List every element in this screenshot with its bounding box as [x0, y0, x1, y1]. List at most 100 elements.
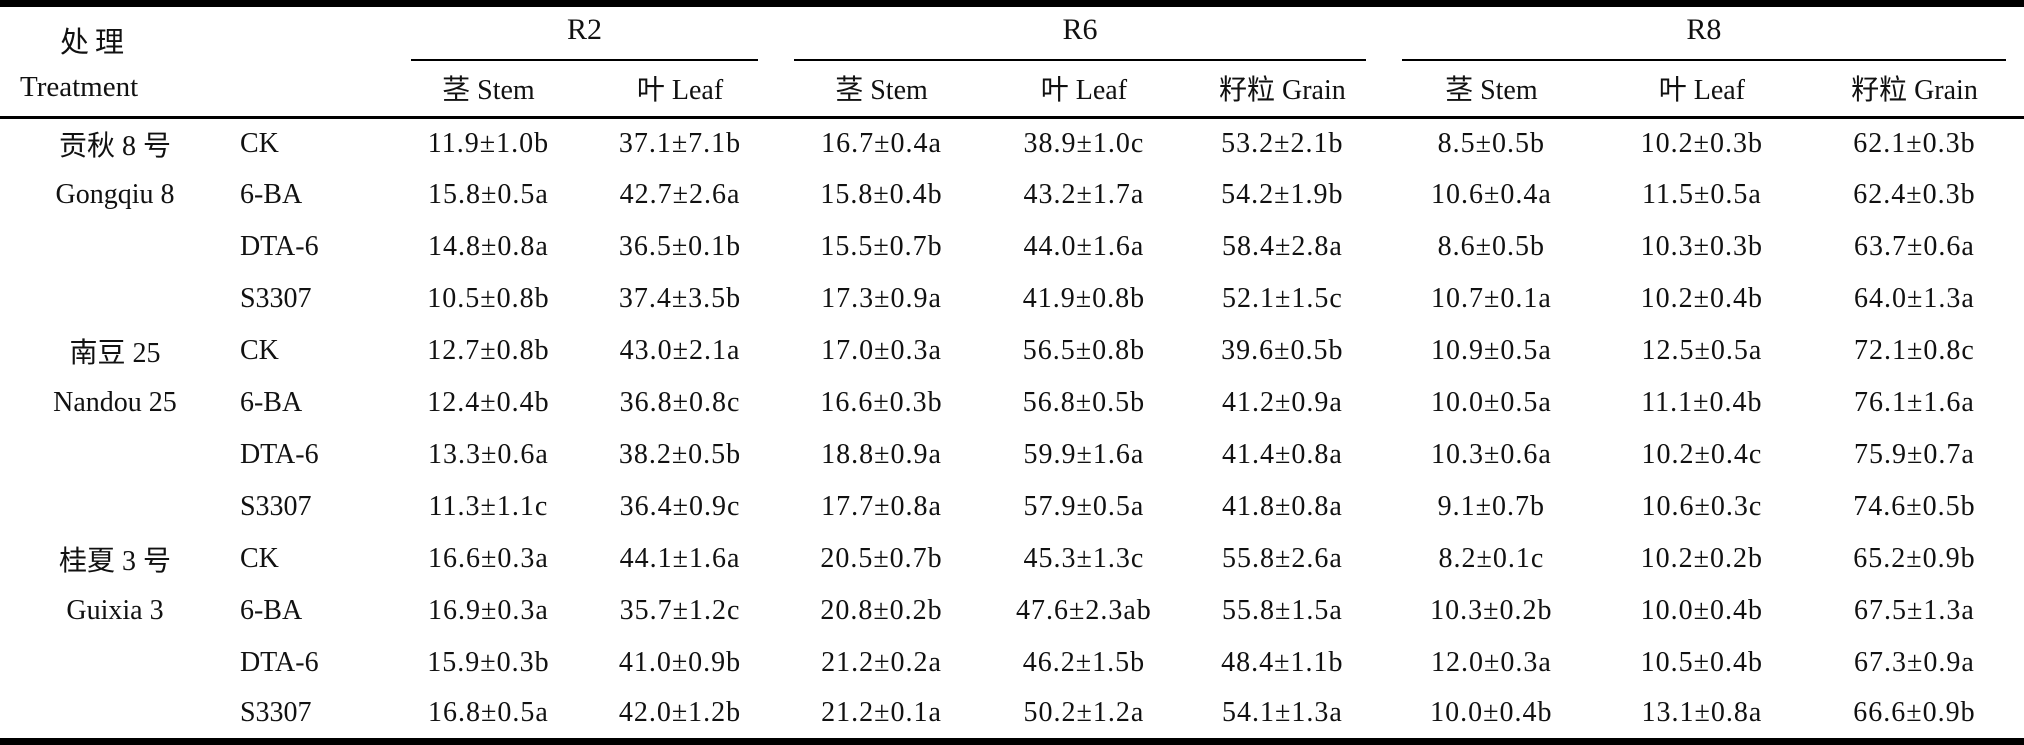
group-header-r8: R8 — [1384, 4, 2024, 61]
table-row: S3307 16.8±0.5a 42.0±1.2b 21.2±0.1a 50.2… — [0, 689, 2024, 741]
table-cell: 74.6±0.5b — [1853, 491, 1976, 522]
table-cell: 21.2±0.2a — [821, 647, 942, 678]
variety-label: Guixia 3 — [66, 595, 164, 626]
table-cell: 12.5±0.5a — [1641, 335, 1763, 366]
table-row: 南豆 25 CK 12.7±0.8b 43.0±2.1a 17.0±0.3a 5… — [0, 325, 2024, 377]
table-cell: 41.8±0.8a — [1221, 491, 1343, 522]
table-cell: 15.9±0.3b — [427, 647, 550, 678]
treatment-label: CK — [239, 335, 279, 366]
table-cell: 63.7±0.6a — [1854, 231, 1975, 262]
table-cell: 47.6±2.3ab — [1016, 595, 1152, 626]
treatment-header-zh: 处理 — [60, 26, 131, 59]
table-cell: 21.2±0.1a — [821, 697, 942, 729]
variety-label — [0, 429, 230, 481]
table-cell: 10.2±0.4c — [1641, 439, 1763, 470]
table-cell: 16.8±0.5a — [428, 697, 549, 729]
table-cell: 38.9±1.0c — [1023, 127, 1145, 159]
col-header-r8-grain: 籽粒 Grain — [1804, 61, 2024, 119]
table-cell: 10.2±0.3b — [1640, 127, 1764, 159]
table-cell: 16.6±0.3b — [820, 387, 943, 418]
col-header-r2-stem: 茎 Stem — [392, 61, 584, 119]
group-header-r2: R2 — [393, 4, 776, 61]
table-cell: 10.3±0.2b — [1430, 595, 1553, 626]
table-cell: 13.3±0.6a — [428, 439, 549, 470]
table-row: S3307 10.5±0.8b 37.4±3.5b 17.3±0.9a 41.9… — [0, 273, 2024, 325]
table-row: 桂夏 3 号 CK 16.6±0.3a 44.1±1.6a 20.5±0.7b … — [0, 533, 2024, 585]
table-cell: 18.8±0.9a — [821, 439, 942, 470]
table-cell: 37.1±7.1b — [618, 127, 742, 159]
table-cell: 43.2±1.7a — [1023, 179, 1145, 210]
table-cell: 10.3±0.3b — [1640, 231, 1764, 262]
table-cell: 38.2±0.5b — [618, 439, 742, 470]
table-cell: 17.0±0.3a — [821, 335, 942, 366]
table-cell: 57.9±0.5a — [1023, 491, 1145, 522]
table-cell: 8.6±0.5b — [1437, 231, 1546, 262]
table-cell: 44.1±1.6a — [619, 543, 741, 574]
table-cell: 45.3±1.3c — [1023, 543, 1145, 574]
variety-label: 贡秋 8 号 — [58, 130, 171, 162]
variety-label: 桂夏 3 号 — [58, 546, 171, 577]
treatment-label: 6-BA — [239, 595, 303, 626]
table-cell: 39.6±0.5b — [1221, 335, 1344, 366]
table-cell: 16.7±0.4a — [821, 127, 942, 159]
table-cell: 10.7±0.1a — [1430, 283, 1552, 314]
table-cell: 17.7±0.8a — [821, 491, 942, 522]
table-cell: 65.2±0.9b — [1853, 543, 1976, 574]
table-cell: 10.2±0.4b — [1640, 283, 1764, 314]
table-cell: 52.1±1.5c — [1221, 283, 1343, 314]
table-cell: 66.6±0.9b — [1853, 697, 1976, 729]
table-row: Guixia 3 6-BA 16.9±0.3a 35.7±1.2c 20.8±0… — [0, 585, 2024, 637]
table-cell: 41.9±0.8b — [1022, 283, 1146, 314]
variety-label — [0, 221, 230, 273]
table-cell: 10.0±0.4b — [1430, 697, 1553, 729]
table-cell: 9.1±0.7b — [1437, 491, 1546, 522]
table-row: S3307 11.3±1.1c 36.4±0.9c 17.7±0.8a 57.9… — [0, 481, 2024, 533]
table-row: DTA-6 14.8±0.8a 36.5±0.1b 15.5±0.7b 44.0… — [0, 221, 2024, 273]
variety-label: Gongqiu 8 — [55, 179, 175, 210]
group-header-r6: R6 — [776, 4, 1384, 61]
table-cell: 41.0±0.9b — [618, 647, 742, 678]
table-cell: 55.8±2.6a — [1221, 543, 1343, 574]
table-cell: 54.1±1.3a — [1221, 697, 1343, 729]
table-cell: 20.8±0.2b — [820, 595, 943, 626]
variety-label — [0, 481, 230, 533]
variety-label — [0, 637, 230, 689]
table-cell: 62.1±0.3b — [1853, 127, 1976, 159]
table-cell: 12.4±0.4b — [427, 387, 550, 418]
table-body: 贡秋 8 号 CK 11.9±1.0b 37.1±7.1b 16.7±0.4a … — [0, 117, 2024, 741]
table-cell: 8.2±0.1c — [1438, 543, 1545, 574]
treatment-label: 6-BA — [239, 387, 303, 418]
table-cell: 10.6±0.4a — [1430, 179, 1552, 210]
table-cell: 72.1±0.8c — [1854, 335, 1975, 366]
sub-header-row: 茎 Stem 叶 Leaf 茎 Stem 叶 Leaf 籽粒 Grain 茎 S… — [0, 61, 2024, 119]
treatment-label: DTA-6 — [239, 439, 319, 470]
table-cell: 10.2±0.2b — [1640, 543, 1764, 574]
table-cell: 10.5±0.8b — [427, 283, 550, 314]
table-cell: 10.9±0.5a — [1430, 335, 1552, 366]
table-cell: 11.5±0.5a — [1641, 179, 1762, 210]
table-cell: 17.3±0.9a — [821, 283, 942, 314]
table-cell: 36.4±0.9c — [619, 491, 741, 522]
table-cell: 56.8±0.5b — [1022, 387, 1146, 418]
table-cell: 36.8±0.8c — [619, 387, 741, 418]
table-cell: 10.3±0.6a — [1430, 439, 1552, 470]
table-cell: 41.2±0.9a — [1221, 387, 1343, 418]
variety-label: 南豆 25 — [69, 338, 161, 369]
table-cell: 10.0±0.5a — [1430, 387, 1552, 418]
table-cell: 67.3±0.9a — [1854, 647, 1975, 678]
variety-label — [0, 689, 230, 741]
treatment-label: 6-BA — [239, 179, 303, 210]
table-cell: 12.0±0.3a — [1430, 647, 1552, 678]
col-header-r6-leaf: 叶 Leaf — [986, 61, 1181, 119]
treatment-label: CK — [239, 127, 279, 159]
table-cell: 10.6±0.3c — [1641, 491, 1763, 522]
table-cell: 48.4±1.1b — [1221, 647, 1344, 678]
table-header: 处理 Treatment R2 R6 R8 茎 Stem 叶 Leaf 茎 St… — [0, 3, 2024, 119]
table-cell: 35.7±1.2c — [619, 595, 741, 626]
treatment-label: S3307 — [239, 697, 312, 729]
variety-label — [0, 273, 230, 325]
table-cell: 16.6±0.3a — [428, 543, 549, 574]
table-cell: 50.2±1.2a — [1023, 697, 1145, 729]
